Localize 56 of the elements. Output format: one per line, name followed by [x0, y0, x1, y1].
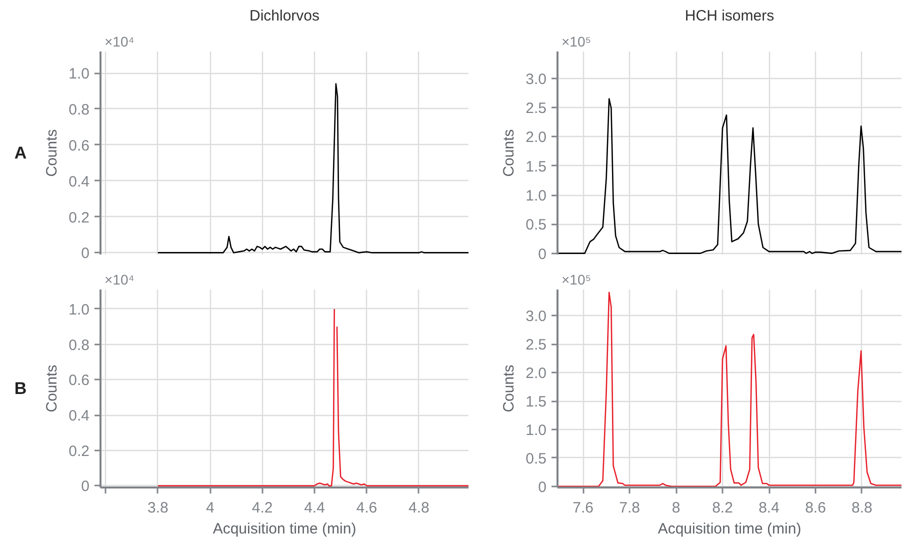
x-tick-label: 8.4 [758, 500, 780, 516]
text: ×10⁵ [562, 34, 592, 50]
y-tick-label: 0.8 [68, 101, 90, 118]
text: B [14, 379, 27, 398]
y-tick-label: 0.4 [68, 173, 90, 190]
x-tick-label: 4.4 [304, 500, 325, 516]
y-tick-label: 1.5 [526, 158, 547, 176]
y-axis-title: Counts [500, 129, 518, 177]
y-tick-label: 2.5 [526, 100, 547, 117]
y-tick-label: 1.0 [526, 422, 547, 439]
y-tick-label: 0 [538, 478, 546, 496]
chart-title: HCH isomers [684, 8, 774, 24]
y-tick-label: 0 [538, 246, 546, 263]
x-tick-label: 4.2 [252, 500, 273, 516]
y-tick-label: 2.0 [526, 129, 547, 146]
chart-title: Dichlorvos [249, 8, 320, 24]
y-tick-label: 0 [81, 245, 90, 262]
x-tick-label: 7.6 [572, 500, 594, 516]
x-axis-title: Acquisition time (min) [658, 520, 802, 538]
y-tick-label: 1.0 [68, 301, 90, 318]
line-series [558, 98, 902, 254]
x-axis-title: Acquisition time (min) [212, 520, 356, 538]
y-axis-title: Counts [44, 364, 61, 412]
text: A [14, 144, 27, 162]
y-tick-label: 0.6 [68, 137, 90, 154]
y-axis-title: Counts [500, 364, 518, 412]
x-tick-label: 3.8 [147, 500, 168, 516]
text: ×10⁵ [562, 272, 592, 288]
text: ×10⁴ [104, 34, 134, 50]
y-axis-title: Counts [44, 129, 61, 177]
x-tick-label: 8 [672, 500, 680, 516]
line-series [157, 83, 468, 254]
x-tick-label: 4.6 [356, 500, 378, 516]
y-tick-label: 0.2 [68, 209, 90, 226]
y-tick-label: 2.5 [526, 336, 547, 354]
y-tick-label: 0.5 [526, 450, 547, 468]
x-tick-label: 7.8 [619, 500, 640, 516]
y-tick-label: 1.5 [526, 394, 547, 411]
line-series [558, 292, 902, 488]
y-tick-label: 1.0 [526, 188, 547, 204]
y-tick-label: 3.0 [526, 70, 547, 88]
x-tick-label: 4.8 [408, 500, 430, 516]
x-tick-label: 8.6 [805, 500, 826, 516]
y-tick-label: 3.0 [526, 308, 547, 326]
y-tick-label: 2.0 [526, 365, 547, 382]
x-tick-label: 8.2 [712, 500, 733, 516]
x-tick-label: 8.8 [852, 500, 872, 516]
y-tick-label: 0 [81, 478, 90, 496]
y-tick-label: 0.2 [68, 442, 90, 460]
text: ×10⁴ [104, 272, 134, 288]
y-tick-label: 0.4 [68, 408, 90, 425]
y-tick-label: 0.8 [68, 336, 90, 354]
x-tick-label: 4 [206, 500, 214, 516]
y-tick-label: 0.6 [68, 372, 90, 390]
y-tick-label: 1.0 [68, 66, 90, 83]
y-tick-label: 0.5 [526, 216, 547, 234]
